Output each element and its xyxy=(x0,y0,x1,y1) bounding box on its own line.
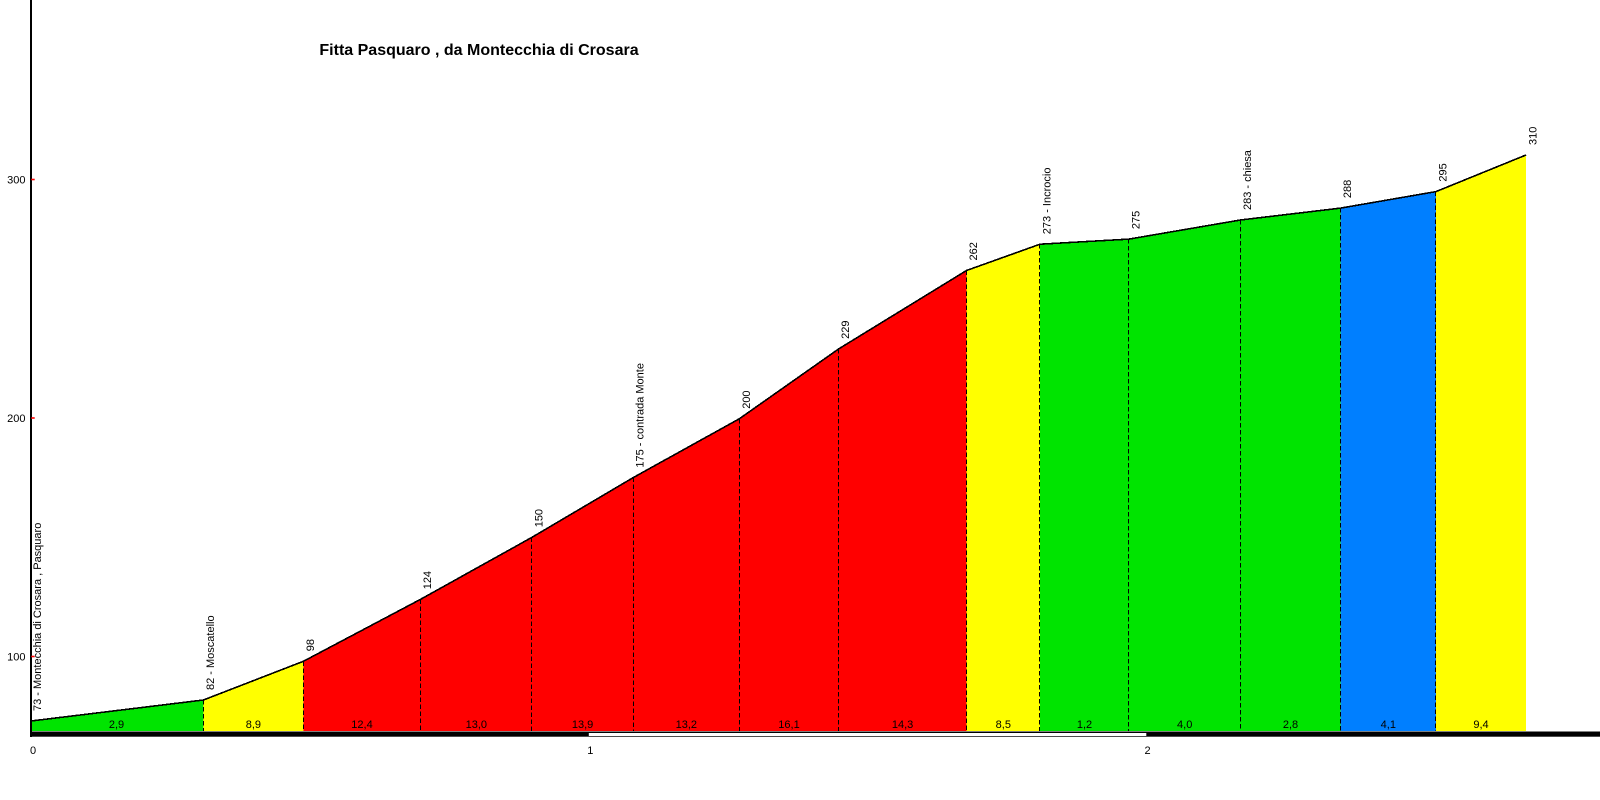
svg-text:2,9: 2,9 xyxy=(109,719,124,731)
svg-text:12,4: 12,4 xyxy=(351,719,372,731)
svg-text:150: 150 xyxy=(534,509,546,527)
svg-text:288: 288 xyxy=(1342,180,1354,198)
svg-text:262: 262 xyxy=(968,242,980,260)
svg-text:Fitta Pasquaro , da Montecchia: Fitta Pasquaro , da Montecchia di Crosar… xyxy=(319,42,638,59)
svg-text:82 - Moscatello: 82 - Moscatello xyxy=(205,615,217,690)
svg-text:200: 200 xyxy=(7,413,25,425)
svg-text:9,4: 9,4 xyxy=(1473,719,1488,731)
svg-text:8,9: 8,9 xyxy=(246,719,261,731)
svg-text:124: 124 xyxy=(422,571,434,589)
svg-text:295: 295 xyxy=(1438,163,1450,181)
svg-text:283 - chiesa: 283 - chiesa xyxy=(1242,149,1254,210)
svg-text:73 - Montecchia di Crosara , P: 73 - Montecchia di Crosara , Pasquaro xyxy=(32,523,44,711)
svg-text:14,3: 14,3 xyxy=(892,719,913,731)
svg-text:1: 1 xyxy=(587,745,593,757)
svg-text:310: 310 xyxy=(1528,127,1540,145)
svg-text:98: 98 xyxy=(305,639,317,651)
svg-text:4,1: 4,1 xyxy=(1381,719,1396,731)
svg-text:275: 275 xyxy=(1131,211,1143,229)
svg-text:0: 0 xyxy=(30,745,36,757)
svg-text:200: 200 xyxy=(741,390,753,408)
svg-text:229: 229 xyxy=(840,321,852,339)
svg-text:8,5: 8,5 xyxy=(996,719,1011,731)
svg-text:175 - contrada Monte: 175 - contrada Monte xyxy=(635,363,647,468)
svg-text:13,2: 13,2 xyxy=(676,719,697,731)
svg-text:16,1: 16,1 xyxy=(778,719,799,731)
svg-text:13,9: 13,9 xyxy=(572,719,593,731)
svg-text:4,0: 4,0 xyxy=(1177,719,1192,731)
svg-text:300: 300 xyxy=(7,175,25,187)
svg-text:13,0: 13,0 xyxy=(466,719,487,731)
svg-text:273 - Incrocio: 273 - Incrocio xyxy=(1042,168,1054,235)
svg-text:100: 100 xyxy=(7,652,25,664)
svg-text:2: 2 xyxy=(1144,745,1150,757)
svg-text:2,8: 2,8 xyxy=(1283,719,1298,731)
svg-text:1,2: 1,2 xyxy=(1077,719,1092,731)
